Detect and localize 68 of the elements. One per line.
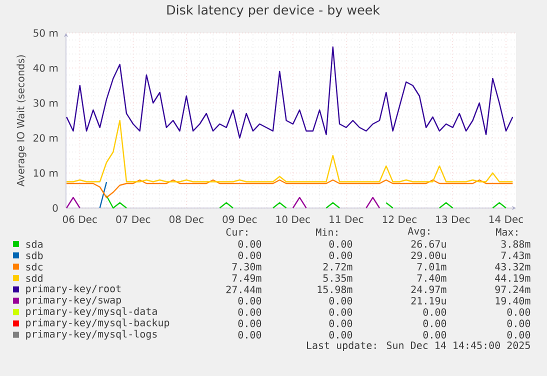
text: 27.44m (226, 286, 262, 294)
text: 19.40m (496, 296, 530, 305)
text: 0.00 (238, 252, 262, 260)
legend-label: sdc (26, 262, 42, 271)
legend-label: primary-key/mysql-backup (26, 318, 170, 328)
text: 24.97m (411, 286, 446, 294)
x-tick-label: 06 Dec (62, 216, 97, 224)
text: Min: (316, 228, 338, 236)
legend-label: primary-key/mysql-logs (26, 330, 157, 340)
text: 0.00 (507, 308, 530, 316)
text: 0.00 (507, 320, 530, 328)
text: 0.00 (423, 308, 446, 316)
text: 29.00u (411, 252, 446, 260)
text: 0.00 (238, 320, 262, 328)
y-tick-label: 10 m (34, 169, 58, 177)
text: 7.30m (232, 262, 262, 270)
y-tick-label: 0 (52, 204, 58, 212)
text: Cur: (226, 228, 248, 236)
text: 0.00 (238, 308, 262, 316)
x-tick-label: 07 Dec (116, 216, 150, 224)
text: 0.00 (329, 331, 352, 339)
text: 21.19u (411, 296, 446, 305)
legend-label: sdd (26, 274, 42, 282)
y-tick-label: 20 m (34, 134, 58, 142)
text: 0.00 (423, 331, 446, 339)
text: 26.67u (411, 240, 446, 248)
y-tick-label: 40 m (33, 64, 58, 72)
text: 3.88m (501, 240, 530, 248)
text: 0.00 (238, 331, 262, 339)
legend-label: primary-key/mysql-data (26, 307, 157, 317)
x-tick-label: 10 Dec (276, 216, 310, 224)
x-tick-label: 09 Dec (222, 216, 257, 224)
legend-label: primary-key/root (26, 284, 121, 294)
y-tick-label: 30 m (34, 99, 58, 107)
text: 7.01m (417, 262, 446, 270)
y-axis-title: Average IO Wait (seconds) (16, 55, 26, 187)
text: Max: (496, 228, 518, 236)
x-tick-label: 11 Dec (330, 216, 364, 223)
x-tick-label: 08 Dec (169, 216, 204, 224)
text: 0.00 (238, 240, 262, 248)
text: 0.00 (329, 320, 352, 328)
legend-label: primary-key/swap (26, 296, 121, 306)
text: 0.00 (329, 240, 352, 248)
text: 0.00 (329, 308, 352, 316)
y-tick-label: 50 m (34, 29, 58, 37)
chart-title: Disk latency per device - by week (167, 4, 380, 18)
text: 44.19m (495, 274, 530, 282)
x-tick-label: 14 Dec (489, 216, 523, 223)
text: 0.00 (423, 320, 446, 328)
x-tick-label: 12 Dec (382, 216, 416, 224)
legend-label: sda (26, 240, 42, 248)
text: 7.43m (501, 252, 530, 260)
legend-label: sdb (26, 251, 43, 260)
text: Avg: (408, 227, 430, 237)
text: 0.00 (329, 296, 352, 305)
text: 0.00 (238, 296, 262, 305)
text: 7.40m (417, 274, 446, 282)
text: 7.49m (232, 274, 262, 282)
x-tick-label: 13 Dec (436, 216, 470, 224)
text: 0.00 (507, 331, 530, 339)
line-series (66, 46, 514, 139)
text: 2.72m (323, 262, 352, 270)
text: 15.98m (318, 286, 352, 294)
text: 0.00 (329, 252, 352, 260)
text: Last update: Sun Dec 14 14:45:00 2025 (307, 341, 530, 351)
text: 5.35m (323, 274, 352, 282)
text: 43.32m (495, 262, 530, 270)
text: 97.24m (495, 286, 530, 294)
